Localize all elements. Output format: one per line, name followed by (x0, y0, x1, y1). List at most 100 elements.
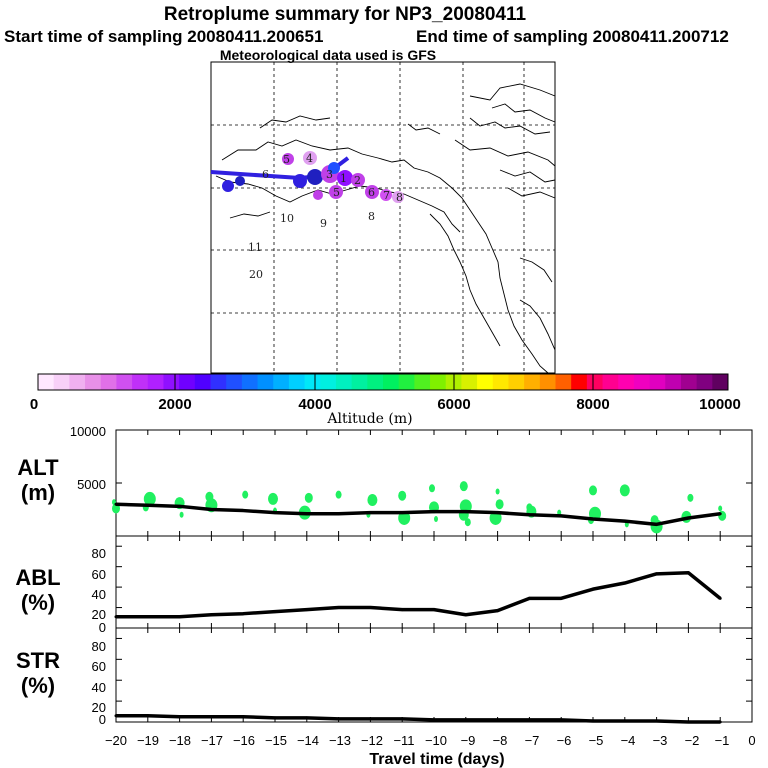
alt-scatter-point (495, 499, 504, 510)
abl-data-point (686, 571, 690, 575)
str-data-point (178, 715, 182, 719)
map-label: 2 (354, 174, 361, 187)
str-ytick: 60 (92, 659, 106, 674)
str-data-point (527, 718, 531, 722)
colorbar-tick: 4000 (298, 396, 331, 413)
x-tick-labels: −20 −19 −18 −17 −16 −15 −14 −13 −12 −11 … (105, 733, 756, 748)
str-panel-frame (115, 627, 753, 723)
colorbar-swatch (461, 374, 478, 390)
xtick-label: −10 (425, 733, 447, 748)
str-data-point (305, 716, 309, 720)
str-ytick: 40 (92, 680, 106, 695)
alt-ytick: 10000 (70, 424, 106, 439)
xtick-label: −4 (621, 733, 636, 748)
colorbar-label: Altitude (m) (326, 411, 412, 427)
abl-data-point (655, 572, 659, 576)
str-data-point (273, 716, 277, 720)
alt-scatter-point (434, 516, 438, 523)
colorbar-swatch (492, 374, 509, 390)
abl-ytick: 20 (92, 607, 106, 622)
colorbar-swatch (571, 374, 588, 390)
str-ytick: 80 (92, 639, 106, 654)
alt-data-point (496, 511, 500, 515)
map-label: 4 (306, 152, 313, 165)
alt-data-point (623, 519, 627, 523)
colorbar-swatch (257, 374, 274, 390)
colorbar-swatch (147, 374, 164, 390)
abl-data-point (464, 613, 468, 617)
alt-data-point (591, 517, 595, 521)
str-data-point (114, 714, 118, 718)
alt-scatter-point (143, 491, 156, 506)
map-label: 5 (283, 153, 290, 166)
abl-data-point (496, 609, 500, 613)
colorbar-swatch (210, 374, 227, 390)
colorbar-swatch (116, 374, 133, 390)
colorbar-swatch (241, 374, 259, 390)
str-data-point (209, 715, 213, 719)
end-time-label: End time of sampling 20080411.200712 (416, 27, 729, 46)
str-panel-label: STR (16, 648, 60, 673)
colorbar-tick: 6000 (437, 396, 470, 413)
alt-scatter-point (619, 484, 630, 497)
colorbar-swatch (132, 374, 149, 390)
colorbar-swatch (696, 374, 713, 390)
coastlines (215, 83, 556, 374)
colorbar-swatch (602, 374, 619, 390)
start-time-label: Start time of sampling 20080411.200651 (4, 27, 323, 46)
alt-data-point (273, 511, 277, 515)
colorbar-swatch (351, 374, 368, 390)
alt-data-point (432, 510, 436, 514)
map-label: 10 (280, 212, 294, 225)
map-label: 1 (340, 172, 347, 185)
abl-data-point (305, 608, 309, 612)
map-label: 6 (262, 168, 269, 181)
str-data-point (718, 720, 722, 724)
colorbar-swatch (508, 374, 525, 390)
xtick-label: 0 (748, 733, 755, 748)
str-data-point (464, 718, 468, 722)
alt-data-point (718, 512, 722, 516)
alt-data-point (337, 512, 341, 516)
abl-data-point (146, 615, 150, 619)
colorbar-swatch (335, 374, 353, 390)
xtick-label: −7 (525, 733, 540, 748)
str-data-point (337, 717, 341, 721)
colorbar-swatch (163, 374, 180, 390)
map-label: 7 (383, 189, 390, 202)
abl-data-point (400, 608, 404, 612)
colorbar-swatch (586, 374, 604, 390)
alt-scatter-point (495, 488, 500, 495)
alt-scatter-point (459, 481, 468, 492)
colorbar-swatch (69, 374, 86, 390)
colorbar-swatch (100, 374, 117, 390)
str-data-point (368, 717, 372, 721)
colorbar-swatch (288, 374, 306, 390)
str-data-point (655, 719, 659, 723)
alt-panel-label: ALT (17, 455, 59, 480)
xtick-label: −5 (589, 733, 604, 748)
alt-series-line (115, 502, 721, 527)
alt-scatter-point (398, 490, 407, 501)
xtick-label: −6 (557, 733, 572, 748)
colorbar-swatch (194, 374, 211, 390)
alt-scatter-point (718, 505, 723, 512)
xtick-label: −8 (493, 733, 508, 748)
colorbar-tick: 10000 (699, 396, 741, 413)
abl-ytick: 40 (92, 587, 106, 602)
colorbar-swatch (273, 374, 290, 390)
xtick-label: −11 (393, 733, 414, 748)
alt-scatter-point (589, 485, 597, 496)
abl-data-point (273, 610, 277, 614)
map-label: 8 (396, 191, 403, 204)
time-series-panels (112, 429, 753, 724)
alt-scatter-point (687, 493, 694, 502)
alt-data-point (686, 516, 690, 520)
map-label: 6 (368, 186, 375, 199)
abl-ytick: 0 (99, 620, 106, 635)
xtick-label: −9 (461, 733, 476, 748)
colorbar-swatch (649, 374, 666, 390)
abl-ytick: 80 (92, 546, 106, 561)
alt-data-point (464, 510, 468, 514)
